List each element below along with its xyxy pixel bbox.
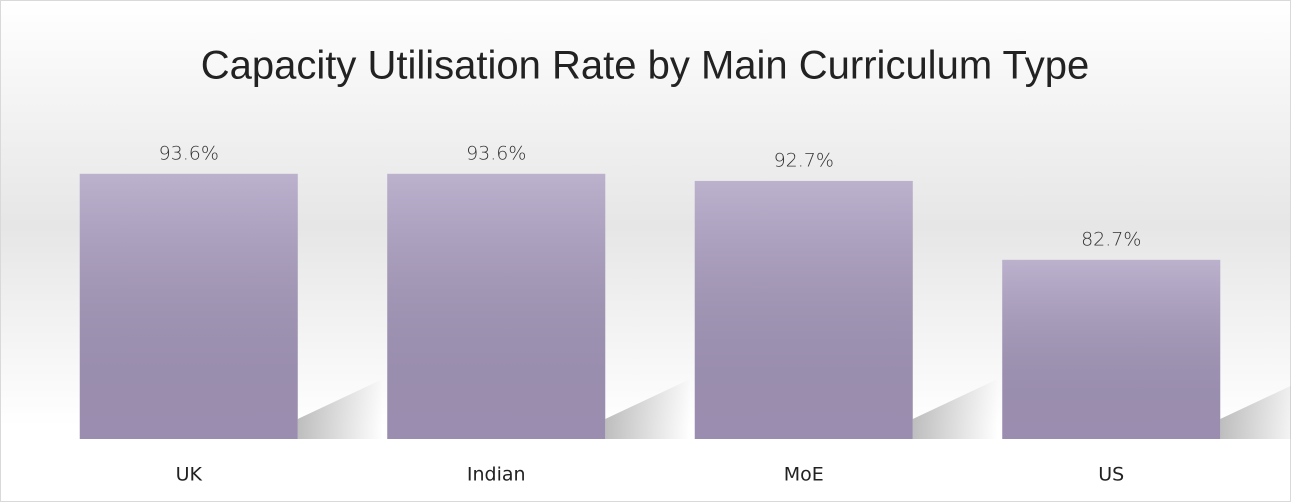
bar-shine <box>1002 259 1221 439</box>
bar-shadow <box>912 379 998 439</box>
chart-title: Capacity Utilisation Rate by Main Curric… <box>201 44 1090 88</box>
x-tick-label: US <box>1098 464 1124 486</box>
x-tick-label: Indian <box>467 464 526 486</box>
value-label: 92.7% <box>774 149 834 171</box>
value-label: 82.7% <box>1081 228 1141 250</box>
x-tick-label: MoE <box>784 464 824 486</box>
bar-shadow <box>605 379 691 439</box>
bar-shadow <box>1220 385 1291 439</box>
bar-shine <box>694 180 913 440</box>
bar-shine <box>79 173 298 439</box>
x-tick-label: UK <box>176 464 203 486</box>
value-label: 93.6% <box>466 142 526 164</box>
bar-shadow <box>297 379 383 439</box>
bar-shine <box>387 173 606 439</box>
value-label: 93.6% <box>159 142 219 164</box>
